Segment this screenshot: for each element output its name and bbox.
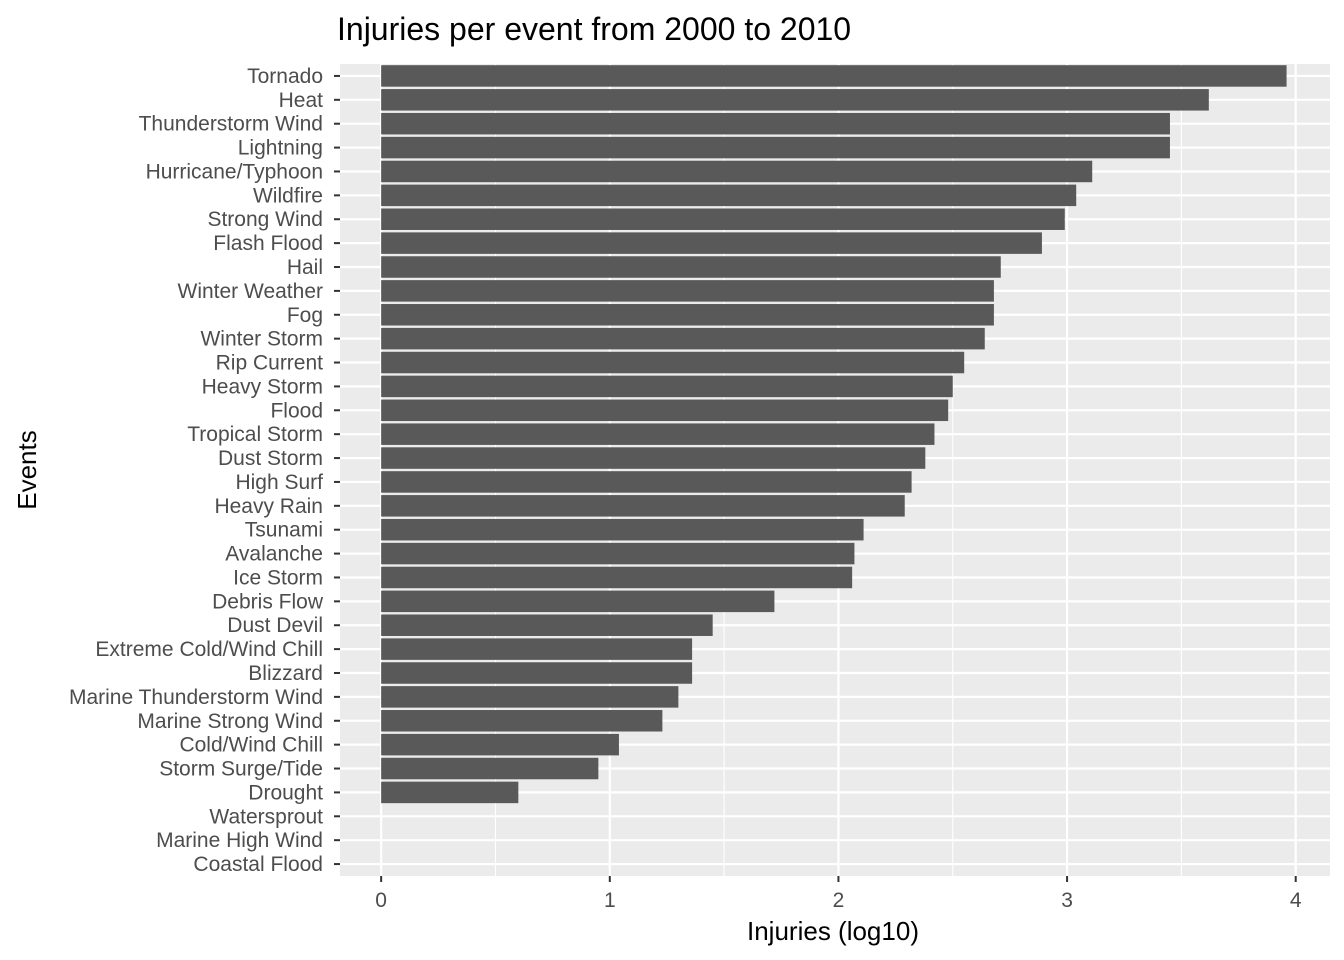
y-tick-label: Coastal Flood [193, 853, 323, 876]
bar [381, 208, 1065, 230]
bar [381, 686, 679, 708]
y-tick-label: Avalanche [225, 543, 323, 566]
x-tick-label: 4 [1290, 889, 1302, 912]
bar [381, 638, 693, 660]
bar [381, 590, 775, 613]
y-tick-label: Storm Surge/Tide [159, 758, 323, 781]
y-tick-label: Drought [248, 781, 323, 804]
bar [381, 232, 1042, 254]
y-tick-label: Marine Thunderstorm Wind [69, 686, 323, 709]
chart-title: Injuries per event from 2000 to 2010 [337, 11, 851, 47]
y-tick-label: Winter Storm [200, 328, 323, 351]
y-tick-label: Marine Strong Wind [137, 710, 323, 733]
y-tick-label: Heavy Storm [202, 375, 323, 398]
y-tick-label: Tornado [247, 65, 323, 88]
y-tick-label: Extreme Cold/Wind Chill [95, 638, 323, 661]
bar [381, 710, 663, 732]
bar [381, 160, 1093, 183]
bars [381, 65, 1287, 804]
x-tick-label: 0 [375, 889, 387, 912]
bar [381, 65, 1287, 87]
bar [381, 542, 855, 565]
y-tick-label: Dust Storm [218, 447, 323, 470]
y-tick-label: Rip Current [216, 352, 324, 375]
y-tick-label: Marine High Wind [156, 829, 323, 852]
bar [381, 327, 985, 350]
bar [381, 375, 953, 398]
y-tick-label: Cold/Wind Chill [179, 734, 323, 757]
bar [381, 495, 905, 517]
y-tick-label: Watersprout [209, 805, 323, 828]
y-tick-label: Lightning [238, 137, 323, 160]
bar [381, 399, 949, 422]
y-tick-label: Hail [287, 256, 323, 279]
y-tick-label: High Surf [235, 471, 323, 494]
x-tick-label: 3 [1061, 889, 1073, 912]
y-tick-label: Tropical Storm [187, 423, 323, 446]
bar [381, 471, 912, 493]
y-axis-title: Events [12, 430, 42, 510]
bar [381, 136, 1170, 159]
bar [381, 662, 693, 684]
x-axis-title: Injuries (log10) [747, 916, 919, 946]
y-tick-label: Thunderstorm Wind [139, 113, 323, 136]
bar [381, 518, 864, 541]
y-tick-label: Heat [279, 89, 324, 112]
y-tick-label: Strong Wind [207, 208, 323, 231]
y-tick-label: Flash Flood [213, 232, 323, 255]
y-tick-label: Wildfire [253, 184, 323, 207]
bar [381, 566, 853, 589]
bar [381, 781, 519, 804]
bar [381, 304, 994, 326]
y-tick-label: Dust Devil [227, 614, 323, 637]
bar [381, 757, 599, 780]
y-tick-label: Heavy Rain [214, 495, 323, 518]
bar [381, 423, 935, 445]
y-tick-label: Debris Flow [212, 590, 324, 613]
bar [381, 614, 713, 636]
bar [381, 112, 1170, 135]
y-tick-label: Winter Weather [178, 280, 324, 303]
bar [381, 256, 1001, 278]
y-tick-label: Tsunami [245, 519, 323, 542]
bar [381, 184, 1077, 207]
y-tick-label: Ice Storm [233, 566, 323, 589]
bar [381, 89, 1209, 111]
y-tick-label: Blizzard [248, 662, 323, 685]
x-tick-label: 2 [833, 889, 845, 912]
x-tick-label: 1 [604, 889, 616, 912]
y-tick-label: Fog [287, 304, 323, 327]
bar [381, 280, 994, 302]
bar [381, 447, 926, 469]
bar [381, 351, 965, 374]
y-tick-label: Flood [270, 399, 323, 422]
y-tick-label: Hurricane/Typhoon [146, 160, 323, 183]
bar [381, 733, 619, 756]
x-axis: 0 1 2 3 4 [375, 876, 1302, 912]
